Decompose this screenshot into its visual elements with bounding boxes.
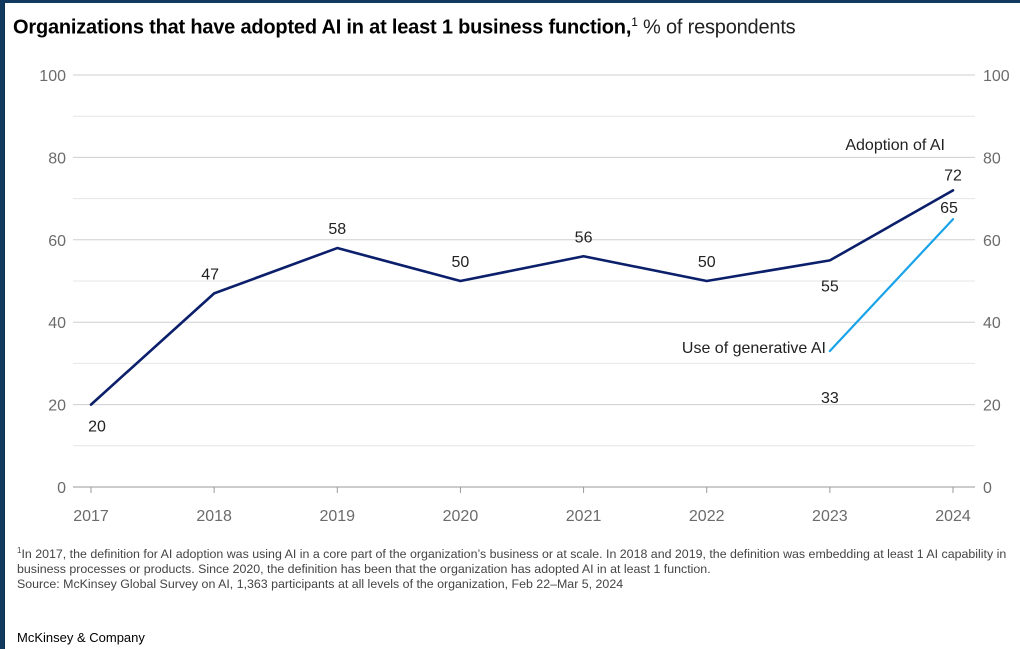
x-tick-label-2022: 2022 — [689, 508, 725, 525]
data-label-0-2020: 50 — [452, 254, 470, 271]
y-tick-left-0: 0 — [57, 480, 66, 497]
data-labels: 20 47 58 50 56 50 55 72 33 65 Adoption of AI Use of… — [88, 137, 962, 436]
y-tick-right-20: 20 — [983, 398, 1001, 415]
data-label-0-2019: 58 — [328, 221, 346, 238]
footnote-source: Source: McKinsey Global Survey on AI, 1,… — [17, 577, 624, 592]
brand-logo-text: McKinsey & Company — [17, 630, 145, 645]
data-label-1-2024: 65 — [940, 200, 958, 217]
y-tick-right-0: 0 — [983, 480, 992, 497]
x-tick-label-2023: 2023 — [812, 508, 848, 525]
data-label-0-2021: 56 — [575, 229, 593, 246]
series-label-genai: Use of generative AI — [682, 340, 826, 357]
y-tick-right-40: 40 — [983, 315, 1001, 332]
x-tick-label-2019: 2019 — [319, 508, 355, 525]
gridlines — [73, 74, 975, 447]
title-unit: % of respondents — [643, 16, 796, 39]
y-tick-right-60: 60 — [983, 233, 1001, 250]
data-label-1-2023: 33 — [821, 390, 839, 407]
series-line-1 — [828, 218, 955, 353]
x-tick-label-2018: 2018 — [196, 508, 232, 525]
series-line-0 — [89, 189, 955, 406]
y-tick-left-20: 20 — [48, 398, 66, 415]
series — [89, 189, 955, 406]
title-main: Organizations that have adopted AI in at… — [13, 16, 632, 39]
chart-frame: Organizations that have adopted AI in at… — [4, 3, 1020, 649]
y-tick-left-100: 100 — [39, 68, 66, 85]
chart-title: Organizations that have adopted AI in at… — [13, 15, 796, 40]
footnote-text: In 2017, the definition for AI adoption … — [17, 547, 1007, 577]
y-tick-right-80: 80 — [983, 150, 1001, 167]
series-label-adoption: Adoption of AI — [845, 137, 945, 154]
title-footnote-marker: 1 — [631, 15, 638, 29]
x-tick-label-2024: 2024 — [935, 508, 971, 525]
y-tick-left-40: 40 — [48, 315, 66, 332]
x-tick-label-2021: 2021 — [566, 508, 602, 525]
data-label-0-2018: 47 — [201, 266, 219, 283]
footnote-definition: 1In 2017, the definition for AI adoption… — [17, 543, 1017, 577]
data-label-0-2023: 55 — [821, 278, 839, 295]
y-tick-left-60: 60 — [48, 233, 66, 250]
footnote-marker: 1 — [17, 546, 22, 555]
data-label-0-2022: 50 — [698, 254, 716, 271]
y-tick-left-80: 80 — [48, 150, 66, 167]
footnote: 1In 2017, the definition for AI adoption… — [17, 543, 1017, 592]
y-tick-right-100: 100 — [983, 68, 1010, 85]
x-tick-label-2017: 2017 — [73, 508, 109, 525]
data-label-0-2024: 72 — [944, 167, 962, 184]
x-tick-label-2020: 2020 — [443, 508, 479, 525]
data-label-0-2017: 20 — [88, 419, 106, 436]
